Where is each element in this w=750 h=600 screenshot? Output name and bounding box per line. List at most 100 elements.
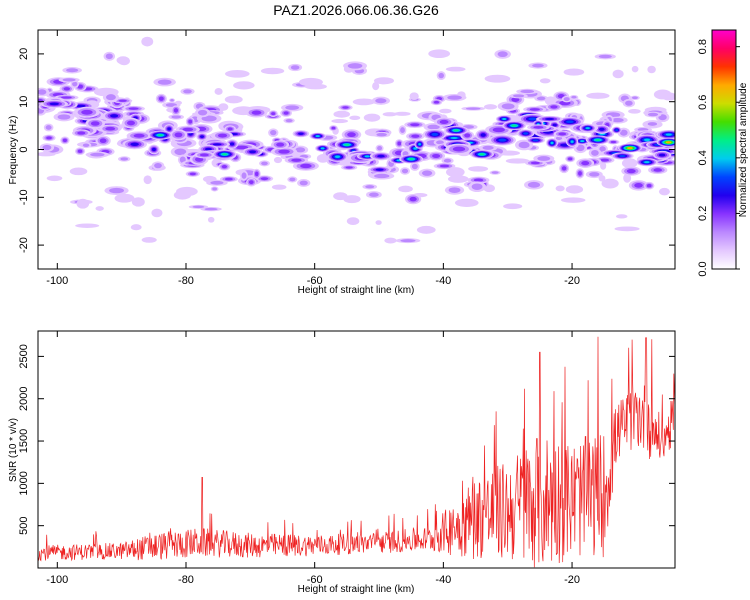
spectral-blob [335, 155, 341, 159]
spectral-blob [295, 147, 306, 153]
spectral-blob [647, 122, 658, 126]
spectral-blob [38, 89, 47, 95]
x-tick-label: -40 [435, 574, 451, 586]
spectral-blob [249, 150, 257, 154]
spectral-blob [369, 192, 379, 197]
spectral-blob [448, 187, 461, 193]
spectral-blob [118, 99, 127, 102]
spectrogram-ylabel: Frequency (Hz) [8, 116, 19, 185]
spectral-blob [611, 117, 624, 123]
spectral-blob [261, 161, 268, 166]
spectral-blob [665, 133, 672, 136]
spectral-blob [646, 184, 652, 188]
spectral-blob [248, 180, 254, 185]
spectral-blob [192, 205, 205, 209]
x-tick-label: -100 [46, 574, 68, 586]
spectral-blob [152, 147, 156, 152]
spectral-blob [69, 167, 88, 176]
spectral-blob [154, 162, 162, 169]
spectral-blob [539, 78, 551, 84]
spectral-blob [363, 113, 381, 122]
spectral-blob [349, 115, 361, 121]
spectral-blob [600, 162, 607, 170]
spectral-blob [615, 214, 628, 219]
spectral-blob [235, 145, 249, 150]
y-tick-label: 2500 [18, 344, 30, 368]
spectral-blob [532, 139, 539, 142]
spectral-blob [212, 143, 222, 146]
spectral-blob [42, 144, 52, 151]
spectral-blob [110, 114, 119, 118]
snr-panel: -100 -80 -60 -40 -20 500 1000 1500 2000 2500 Heig… [8, 330, 676, 595]
spectral-blob [183, 89, 192, 94]
spectral-blob [529, 108, 540, 111]
colorbar-tick-label: 0.0 [697, 261, 709, 276]
x-tick-label: -20 [564, 275, 580, 287]
spectral-blob [90, 121, 100, 126]
spectral-blob [595, 138, 601, 141]
spectral-blob [133, 133, 145, 138]
spectral-blob [157, 79, 172, 85]
spectral-blob [174, 148, 187, 156]
spectral-blob [46, 136, 52, 140]
x-tick-label: -60 [307, 275, 323, 287]
spectral-blob [537, 156, 551, 161]
spectral-blob [210, 180, 224, 185]
spectral-blob [552, 123, 557, 127]
spectral-blob [251, 110, 262, 115]
spectral-blob [550, 105, 558, 109]
spectral-blob [315, 135, 320, 138]
spectral-blob [342, 106, 349, 109]
y-tick-label: -20 [18, 237, 30, 253]
spectral-blob [600, 158, 610, 162]
spectral-blob [533, 126, 544, 129]
spectral-blob [222, 153, 228, 156]
spectral-blob [447, 175, 469, 183]
spectral-blob [599, 146, 606, 152]
x-tick-label: -20 [564, 574, 580, 586]
spectral-blob [214, 88, 223, 95]
spectral-blob [598, 127, 605, 131]
spectral-blob [518, 141, 530, 149]
spectral-blob [188, 119, 193, 124]
spectral-blob [411, 134, 420, 138]
spectral-blob [99, 138, 107, 144]
spectral-blob [408, 158, 414, 161]
spectral-blob [550, 141, 554, 145]
spectral-blob [555, 185, 565, 192]
spectral-blob [66, 68, 79, 73]
spectrogram-xlabel: Height of straight line (km) [298, 285, 415, 296]
spectral-blob [483, 104, 498, 110]
spectral-blob [224, 177, 233, 181]
spectral-blob [298, 132, 304, 135]
spectral-blob [283, 111, 289, 115]
spectral-blob [120, 157, 129, 161]
spectral-blob [285, 105, 300, 110]
spectral-blob [479, 153, 485, 156]
spectral-blob [505, 158, 530, 164]
spectral-blob [658, 153, 666, 157]
spectral-blob [372, 82, 380, 91]
spectral-blob [421, 170, 433, 176]
spectral-blob [558, 132, 567, 136]
spectral-blob [217, 133, 228, 138]
spectral-blob [410, 123, 420, 127]
spectral-blob [612, 69, 624, 79]
snr-series-line [38, 336, 675, 568]
y-tick-label: -10 [18, 189, 30, 205]
spectral-blob [647, 65, 656, 74]
spectral-blob [158, 96, 164, 101]
spectral-blob [290, 65, 300, 70]
spectral-blob [464, 133, 471, 138]
snr-frame [37, 330, 676, 569]
spectral-blob [105, 126, 116, 131]
spectral-blob [610, 140, 617, 144]
spectral-blob [411, 163, 418, 170]
spectral-blob [229, 142, 235, 146]
spectral-blob [171, 115, 182, 119]
spectral-blob [431, 132, 439, 136]
spectral-blob [273, 156, 283, 164]
snr-xlabel: Height of straight line (km) [298, 584, 415, 595]
